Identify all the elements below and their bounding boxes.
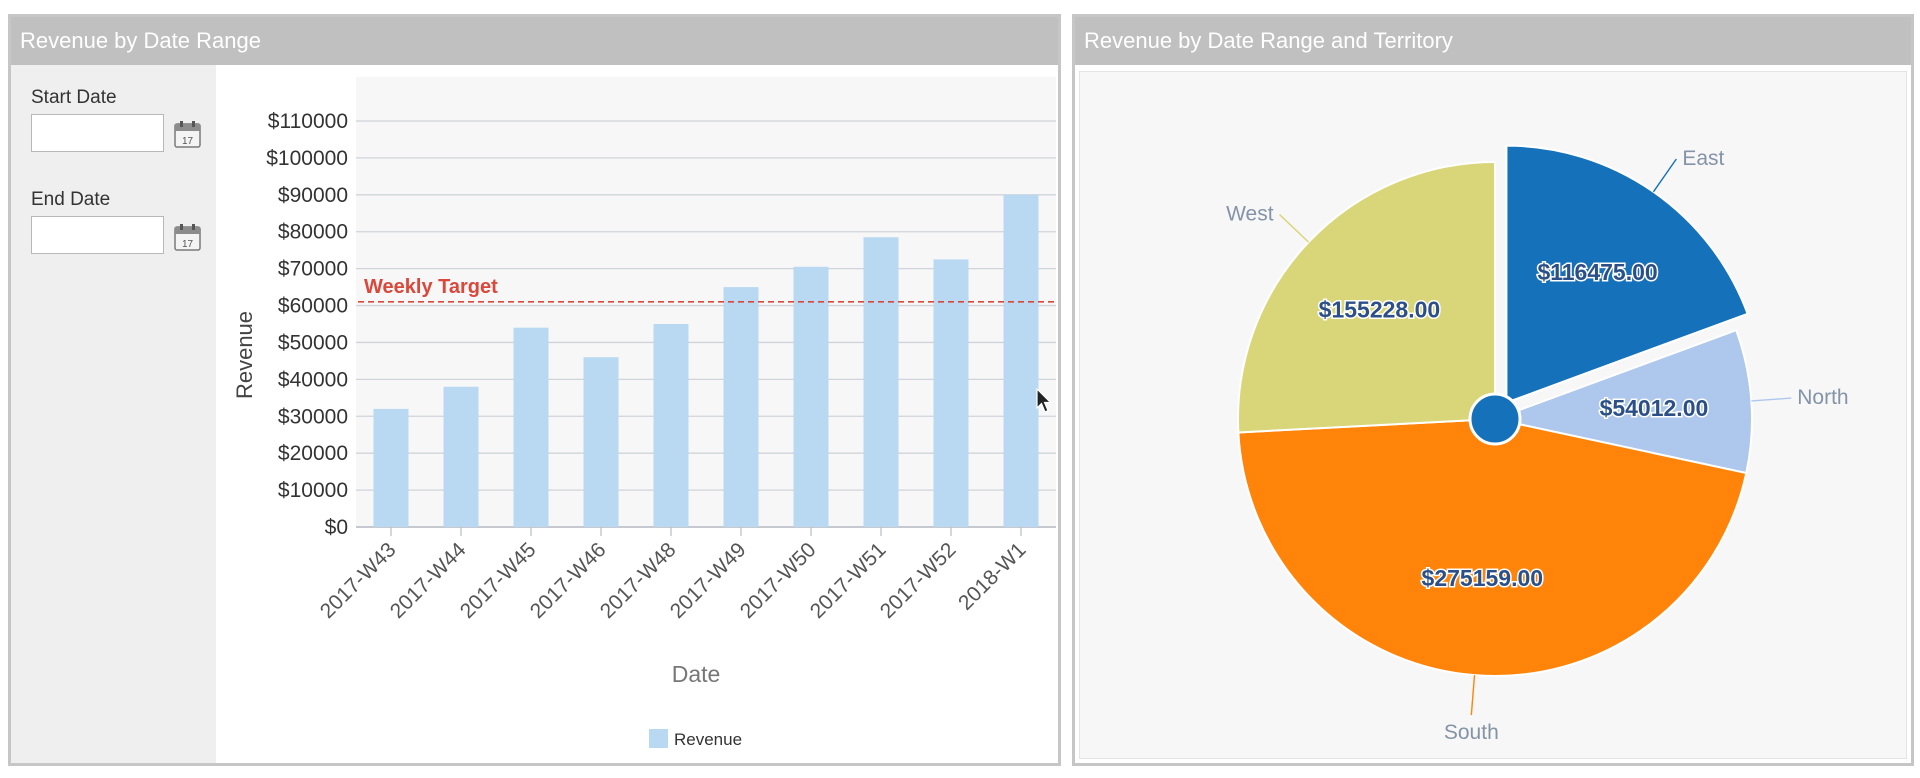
x-tick-label: 2017-W48 xyxy=(596,538,681,623)
x-tick-label: 2017-W45 xyxy=(456,538,541,623)
pie-value-label: $54012.00 xyxy=(1600,395,1709,421)
pie-chart-area: $116475.00 East $54012.00 North $275159.00 So… xyxy=(1079,71,1907,759)
start-date-input[interactable] xyxy=(31,114,164,152)
weekly-target-label: Weekly Target xyxy=(364,276,498,298)
y-tick-label: $10000 xyxy=(278,479,348,502)
y-tick-label: $40000 xyxy=(278,368,348,391)
pie-value-label: $155228.00 xyxy=(1319,296,1441,322)
y-axis-title: Revenue xyxy=(232,311,257,399)
panel-title: Revenue by Date Range and Territory xyxy=(1075,17,1911,65)
y-tick-label: $20000 xyxy=(278,442,348,465)
pie-slice-north xyxy=(1491,328,1753,475)
bar xyxy=(933,259,969,527)
bar xyxy=(1003,194,1039,527)
bar xyxy=(653,324,689,527)
x-tick-label: 2017-W50 xyxy=(736,538,821,623)
bar xyxy=(583,357,619,527)
calendar-icon[interactable]: 17 xyxy=(174,121,201,148)
start-date-label: Start Date xyxy=(31,87,117,108)
legend-swatch xyxy=(649,729,668,748)
bar xyxy=(513,327,549,527)
pie-center-dot xyxy=(1468,392,1522,446)
date-filter-sidebar: Start Date 17 End Date 17 xyxy=(11,65,216,763)
pie-category-label: North xyxy=(1797,386,1848,409)
y-tick-label: $100000 xyxy=(266,147,348,170)
revenue-bar-chart: $0 $10000 $20000 $30000 $40000 $50000 $60000 $7… xyxy=(232,77,1056,749)
revenue-by-territory-panel: Revenue by Date Range and Territory $116… xyxy=(1072,14,1914,766)
pie-slice-west xyxy=(1237,160,1496,434)
pie-slice-south xyxy=(1237,417,1748,677)
bar xyxy=(443,386,479,527)
x-tick-label: 2017-W43 xyxy=(316,538,401,623)
y-tick-label: $0 xyxy=(325,516,348,539)
pie-category-label: East xyxy=(1682,147,1724,170)
pie-value-label: $275159.00 xyxy=(1422,565,1544,591)
y-tick-label: $90000 xyxy=(278,184,348,207)
x-tick-label: 2017-W49 xyxy=(666,538,751,623)
legend-label: Revenue xyxy=(674,730,742,749)
pie-value-label: $116475.00 xyxy=(1537,259,1657,285)
y-tick-label: $60000 xyxy=(278,295,348,318)
y-tick-label: $30000 xyxy=(278,405,348,428)
x-tick-label: 2017-W51 xyxy=(806,538,891,623)
panel-title: Revenue by Date Range xyxy=(11,17,1058,65)
end-date-input[interactable] xyxy=(31,216,164,254)
bar xyxy=(373,408,409,527)
pie-leader-line xyxy=(1751,397,1792,402)
territory-pie-chart: $116475.00 East $54012.00 North $275159.00 So… xyxy=(1226,144,1849,744)
y-tick-label: $80000 xyxy=(278,221,348,244)
y-tick-label: $50000 xyxy=(278,331,348,354)
y-tick-label: $110000 xyxy=(268,110,348,133)
svg-text:17: 17 xyxy=(182,136,194,147)
x-axis-title: Date xyxy=(672,661,721,687)
pie-leader-line xyxy=(1652,158,1677,193)
bar xyxy=(863,237,899,527)
end-date-label: End Date xyxy=(31,189,111,210)
mouse-cursor-icon xyxy=(1036,388,1052,413)
y-tick-label: $70000 xyxy=(278,258,348,281)
pie-category-label: South xyxy=(1444,721,1499,744)
x-tick-label: 2017-W46 xyxy=(526,538,611,623)
pie-slice-east xyxy=(1505,144,1749,405)
pie-leader-line xyxy=(1470,675,1476,716)
pie-category-label: West xyxy=(1226,203,1274,226)
x-tick-label: 2017-W52 xyxy=(876,538,961,623)
calendar-icon[interactable]: 17 xyxy=(174,224,201,251)
bar xyxy=(723,287,759,527)
x-tick-label: 2018-W1 xyxy=(954,538,1031,615)
revenue-by-date-panel: Revenue by Date Range Start Date 17 End … xyxy=(8,14,1061,766)
svg-text:17: 17 xyxy=(182,239,194,250)
pie-leader-line xyxy=(1279,214,1310,243)
bar xyxy=(793,266,829,527)
bar-chart-area: $0 $10000 $20000 $30000 $40000 $50000 $60000 $7… xyxy=(216,65,1058,763)
